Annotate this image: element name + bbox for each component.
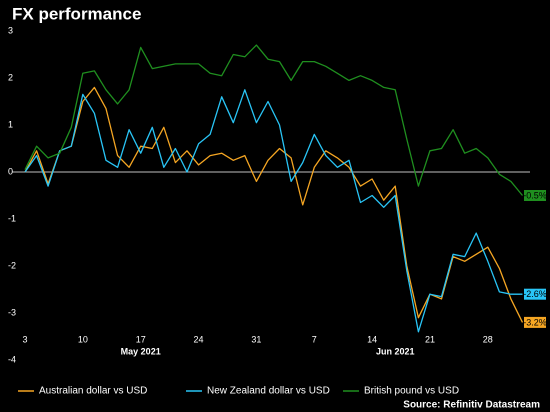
end-label-box	[524, 316, 546, 328]
legend-label: Australian dollar vs USD	[39, 386, 147, 397]
x-tick-label: 31	[251, 334, 261, 344]
end-label-box	[524, 288, 546, 300]
x-group-label: Jun 2021	[376, 346, 415, 356]
series-line	[24, 44, 524, 196]
y-tick-label: 3	[8, 25, 13, 35]
chart-title: FX performance	[12, 4, 141, 23]
end-label: -0.5%	[523, 190, 547, 200]
legend-label: New Zealand dollar vs USD	[207, 386, 330, 397]
series-line	[24, 89, 523, 333]
series-line	[24, 86, 524, 323]
x-tick-label: 7	[312, 334, 317, 344]
y-tick-label: -4	[8, 354, 16, 364]
y-tick-label: -1	[8, 213, 16, 223]
x-tick-label: 28	[483, 334, 493, 344]
y-tick-label: 0	[8, 166, 13, 176]
legend-label: British pound vs USD	[364, 386, 459, 397]
x-tick-label: 3	[22, 334, 27, 344]
x-tick-label: 24	[194, 334, 204, 344]
x-group-label: May 2021	[121, 346, 161, 356]
end-label: -3.2%	[523, 317, 547, 327]
source: Source: Refinitiv Datastream	[403, 400, 540, 411]
y-tick-label: 2	[8, 72, 13, 82]
y-tick-label: 1	[8, 119, 13, 129]
end-label-box	[524, 190, 546, 201]
end-label: -2.6%	[523, 289, 547, 299]
x-tick-label: 14	[367, 334, 377, 344]
x-tick-label: 10	[78, 334, 88, 344]
x-tick-label: 21	[425, 334, 435, 344]
y-tick-label: -3	[8, 307, 16, 317]
x-tick-label: 17	[136, 334, 146, 344]
y-tick-label: -2	[8, 260, 16, 270]
